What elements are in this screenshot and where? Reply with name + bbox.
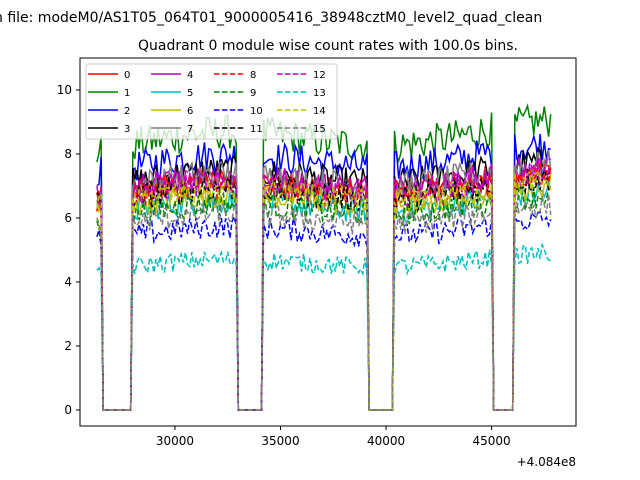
chart-title: Quadrant 0 module wise count rates with … bbox=[138, 38, 518, 54]
series-line-14 bbox=[96, 169, 552, 411]
x-tick-label: 40000 bbox=[367, 434, 405, 448]
y-tick-label: 0 bbox=[64, 403, 72, 417]
legend-label-8: 8 bbox=[250, 70, 256, 81]
series-line-10 bbox=[96, 210, 552, 411]
y-tick-label: 10 bbox=[57, 83, 72, 97]
x-tick-label: 35000 bbox=[261, 434, 299, 448]
legend-label-1: 1 bbox=[124, 88, 130, 99]
legend-label-6: 6 bbox=[187, 106, 193, 117]
y-tick-label: 6 bbox=[64, 211, 72, 225]
legend-label-4: 4 bbox=[187, 70, 193, 81]
legend-label-10: 10 bbox=[250, 106, 263, 117]
legend-label-7: 7 bbox=[187, 124, 193, 135]
legend-label-3: 3 bbox=[124, 124, 130, 135]
y-tick-label: 8 bbox=[64, 147, 72, 161]
x-offset-label: +4.084e8 bbox=[517, 455, 576, 469]
y-tick-label: 2 bbox=[64, 339, 72, 353]
legend-label-14: 14 bbox=[313, 106, 326, 117]
legend-label-15: 15 bbox=[313, 124, 326, 135]
legend-label-11: 11 bbox=[250, 124, 263, 135]
legend-label-0: 0 bbox=[124, 70, 130, 81]
legend-label-12: 12 bbox=[313, 70, 326, 81]
series-line-8 bbox=[96, 162, 552, 411]
x-tick-label: 45000 bbox=[472, 434, 510, 448]
legend-label-2: 2 bbox=[124, 106, 130, 117]
legend-label-5: 5 bbox=[187, 88, 193, 99]
legend-label-13: 13 bbox=[313, 88, 326, 99]
y-axis: 0 2 4 6 8 10 bbox=[57, 83, 80, 417]
x-tick-label: 30000 bbox=[156, 434, 194, 448]
y-tick-label: 4 bbox=[64, 275, 72, 289]
series-line-9 bbox=[96, 185, 552, 411]
series-line-6 bbox=[96, 173, 552, 411]
legend-box bbox=[85, 63, 338, 140]
series-line-5 bbox=[96, 180, 552, 411]
series-line-12 bbox=[96, 157, 551, 411]
legend-label-9: 9 bbox=[250, 88, 256, 99]
series-line-13 bbox=[96, 242, 551, 411]
series-line-15 bbox=[96, 193, 552, 411]
plot-frame bbox=[79, 57, 577, 427]
chart-suptitle: n file: modeM0/AS1T05_064T01_9000005416_… bbox=[0, 10, 542, 26]
x-axis: 30000 35000 40000 45000 bbox=[156, 426, 511, 448]
